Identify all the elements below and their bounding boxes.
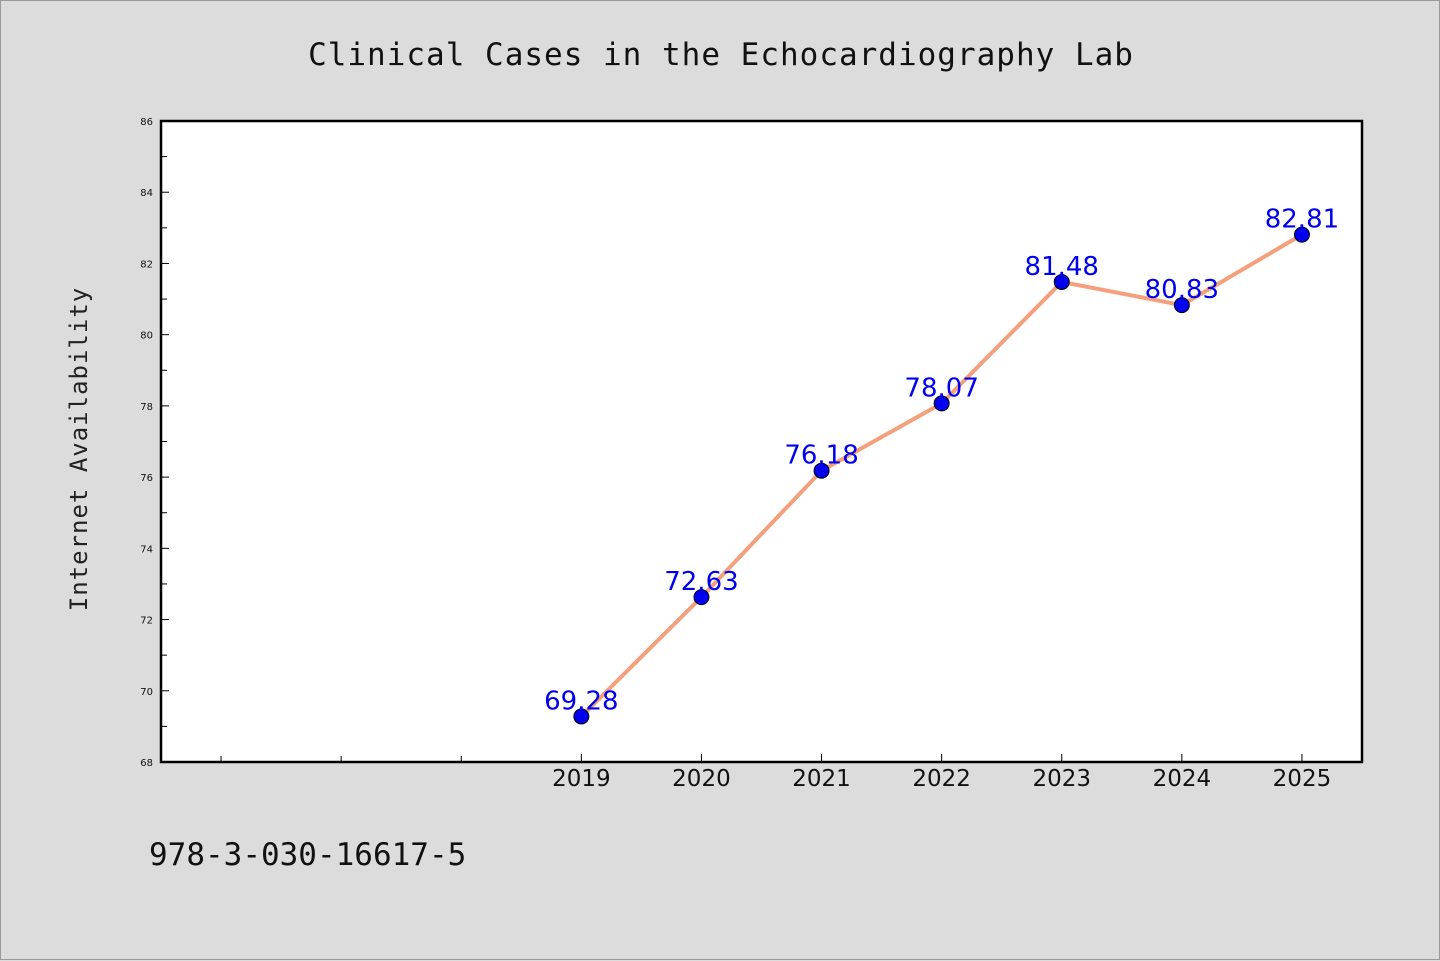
data-point bbox=[693, 589, 710, 606]
y-tick-label: 74 bbox=[140, 544, 153, 555]
x-tick-label: 2023 bbox=[1032, 766, 1091, 792]
y-tick-label: 76 bbox=[140, 473, 153, 484]
x-tick-label: 2021 bbox=[792, 766, 851, 792]
y-tick-label: 68 bbox=[140, 758, 153, 769]
data-point bbox=[933, 395, 950, 412]
x-tick-label: 2019 bbox=[552, 766, 611, 792]
y-tick-label: 78 bbox=[140, 402, 153, 413]
data-point bbox=[1293, 226, 1310, 243]
y-tick-label: 80 bbox=[140, 331, 153, 342]
y-tick-label: 84 bbox=[140, 188, 153, 199]
plot-area bbox=[159, 119, 1364, 764]
x-tick-label: 2020 bbox=[672, 766, 731, 792]
data-point bbox=[1173, 297, 1190, 314]
data-point bbox=[1053, 273, 1070, 290]
chart-title: Clinical Cases in the Echocardiography L… bbox=[308, 37, 1134, 73]
data-label: 78.07 bbox=[904, 373, 978, 403]
y-tick-label: 70 bbox=[140, 687, 153, 698]
data-label: 76.18 bbox=[784, 441, 858, 471]
isbn-text: 978-3-030-16617-5 bbox=[149, 837, 466, 873]
x-tick-label: 2022 bbox=[912, 766, 971, 792]
y-tick-label: 82 bbox=[140, 259, 153, 270]
data-label: 80.83 bbox=[1145, 275, 1219, 305]
data-label: 72.63 bbox=[664, 567, 738, 597]
y-axis-label: Internet Availability bbox=[65, 287, 93, 611]
data-point bbox=[813, 462, 830, 479]
y-tick-label: 72 bbox=[140, 616, 153, 627]
data-label: 81.48 bbox=[1025, 252, 1099, 282]
data-label: 69.28 bbox=[544, 686, 618, 716]
x-tick-label: 2024 bbox=[1153, 766, 1212, 792]
data-label: 82.81 bbox=[1265, 205, 1339, 235]
x-tick-label: 2025 bbox=[1273, 766, 1332, 792]
y-tick-label: 86 bbox=[140, 117, 153, 128]
x-axis: 2019 2020 2021 2022 2023 2024 2025 bbox=[220, 754, 1332, 792]
data-point bbox=[573, 708, 590, 725]
y-axis: 68 70 72 74 76 78 80 82 84 86 bbox=[140, 117, 169, 769]
series-line: 69.28 72.63 76.18 78.07 81.48 80.83 82.81 bbox=[544, 205, 1339, 725]
